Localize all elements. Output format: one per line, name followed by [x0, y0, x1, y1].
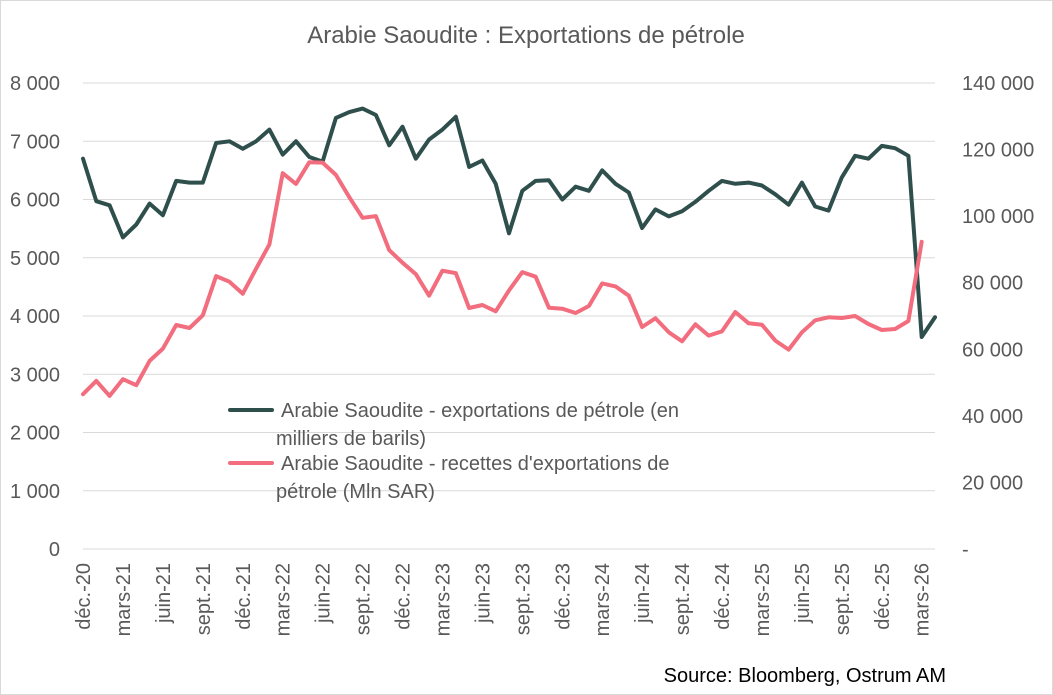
x-tick-label: mars-24 — [592, 563, 614, 636]
y-right-tick-label: 100 000 — [962, 206, 1034, 228]
series-lines — [81, 106, 937, 398]
x-tick-label: juin-22 — [313, 563, 335, 624]
y-right-tick-label: 40 000 — [962, 406, 1023, 428]
series-line-2 — [81, 160, 924, 398]
y-left-tick-label: 3 000 — [10, 364, 60, 386]
legend: Arabie Saoudite - exportations de pétrol… — [228, 400, 679, 503]
x-tick-label: déc.-23 — [552, 563, 574, 630]
x-tick-label: sept.-23 — [512, 563, 534, 635]
legend-label: Arabie Saoudite - exportations de pétrol… — [281, 400, 679, 422]
y-left-tick-label: 2 000 — [10, 423, 60, 445]
x-tick-label: déc.-21 — [233, 563, 255, 630]
x-tick-label: mars-26 — [912, 563, 934, 636]
y-right-tick-label: 140 000 — [962, 73, 1034, 95]
legend-item-1: Arabie Saoudite - exportations de pétrol… — [228, 400, 679, 450]
x-axis-ticks: déc.-20 mars-21 juin-21 sept.-21 déc.-21 mars… — [73, 563, 934, 636]
legend-label: Arabie Saoudite - recettes d'exportation… — [281, 453, 670, 475]
y-left-tick-label: 8 000 — [10, 73, 60, 95]
legend-label: milliers de barils) — [276, 428, 426, 450]
y-right-tick-label: 120 000 — [962, 140, 1034, 162]
x-tick-label: sept.-21 — [193, 563, 215, 635]
x-tick-label: déc.-25 — [872, 563, 894, 630]
x-tick-label: mars-21 — [113, 563, 135, 636]
x-tick-label: juin-23 — [472, 563, 494, 624]
y-left-tick-label: 7 000 — [10, 131, 60, 153]
x-tick-label: sept.-25 — [832, 563, 854, 635]
x-tick-label: mars-23 — [432, 563, 454, 636]
y-right-tick-label: 80 000 — [962, 273, 1023, 295]
x-tick-label: sept.-24 — [672, 563, 694, 635]
x-tick-label: mars-22 — [273, 563, 295, 636]
x-tick-label: mars-25 — [752, 563, 774, 636]
x-tick-label: déc.-20 — [73, 563, 95, 630]
series-line-1 — [81, 106, 937, 339]
y-left-tick-label: 0 — [49, 539, 60, 561]
x-tick-label: sept.-22 — [353, 563, 375, 635]
x-tick-label: juin-25 — [792, 563, 814, 624]
y-left-tick-label: 5 000 — [10, 248, 60, 270]
y-right-tick-label: 20 000 — [962, 472, 1023, 494]
source-note: Source: Bloomberg, Ostrum AM — [664, 665, 946, 687]
x-tick-label: juin-24 — [632, 563, 654, 624]
y-left-tick-label: 6 000 — [10, 190, 60, 212]
y-left-tick-label: 4 000 — [10, 306, 60, 328]
right-axis-ticks: - 20 000 40 000 60 000 80 000 100 000 120 000 1… — [962, 73, 1034, 561]
left-axis-ticks: 0 1 000 2 000 3 000 4 000 5 000 6 000 7 000 8 00… — [10, 73, 60, 561]
y-right-tick-label: 60 000 — [962, 339, 1023, 361]
legend-label: pétrole (Mln SAR) — [276, 481, 435, 503]
x-tick-label: déc.-24 — [712, 563, 734, 630]
x-tick-label: juin-21 — [153, 563, 175, 624]
x-tick-label: déc.-22 — [393, 563, 415, 630]
y-right-tick-label: - — [962, 539, 969, 561]
y-left-tick-label: 1 000 — [10, 481, 60, 503]
legend-item-2: Arabie Saoudite - recettes d'exportation… — [228, 453, 670, 503]
chart-title: Arabie Saoudite : Exportations de pétrol… — [307, 22, 745, 49]
